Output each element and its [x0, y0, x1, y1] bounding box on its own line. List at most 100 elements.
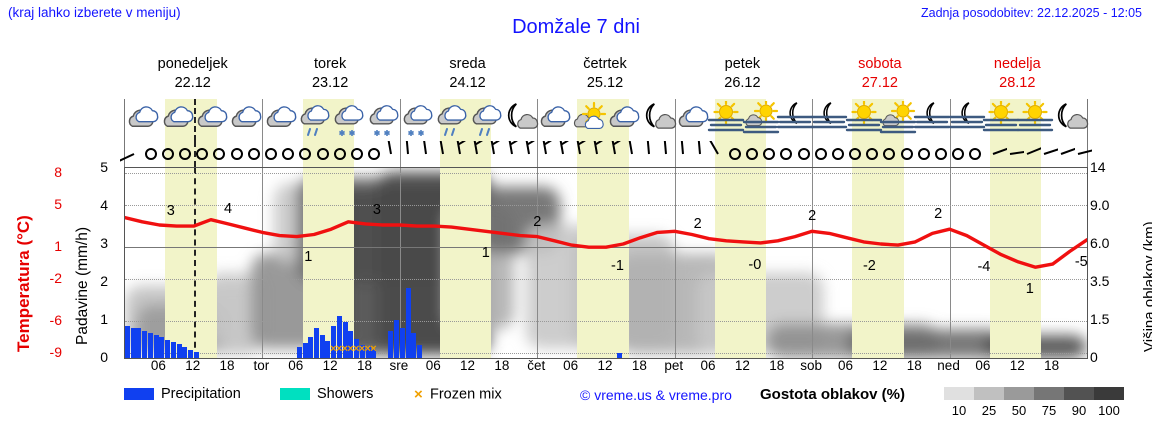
daylight-band	[439, 168, 492, 358]
temperature-axis-title: Temperatura (°C)	[14, 215, 33, 352]
axis-tick: 3.5	[1090, 273, 1110, 289]
axis-tick: -2	[49, 269, 62, 286]
day-separator	[399, 141, 401, 167]
density-swatch	[1064, 387, 1094, 400]
precipitation-bar	[125, 325, 130, 358]
frozen-mix-marker: ×	[347, 343, 354, 355]
density-tick: 25	[981, 403, 997, 418]
density-tick: 75	[1041, 403, 1057, 418]
precipitation-bar	[331, 325, 337, 358]
day-header-nedelja: nedelja 28.12	[949, 55, 1086, 93]
day-name: ponedeljek	[157, 56, 228, 72]
weather-icon-cloudy	[673, 101, 711, 139]
temperature-value-label: 1	[1025, 281, 1034, 298]
temperature-value-label: -4	[977, 259, 991, 276]
density-swatch	[1034, 387, 1064, 400]
time-tick: 18	[906, 358, 922, 373]
precipitation-bar	[159, 337, 165, 358]
time-tick: 12	[460, 358, 476, 373]
legend-frozen-mix: × Frozen mix	[414, 386, 502, 403]
day-header-petek: petek 26.12	[674, 55, 811, 93]
day-date: 23.12	[311, 75, 349, 91]
temperature-value-label: 2	[533, 213, 542, 230]
day-date: 27.12	[861, 75, 898, 91]
daylight-band	[165, 168, 217, 358]
day-date: 28.12	[999, 75, 1036, 91]
precipitation-bar	[394, 320, 400, 358]
precipitation-bar	[342, 321, 348, 358]
day-date: 24.12	[449, 75, 486, 91]
precipitation-bar	[399, 327, 405, 358]
weather-icon-fog-sun	[707, 99, 745, 139]
axis-tick: -6	[49, 312, 62, 329]
day-header-torek: torek 23.12	[261, 55, 398, 93]
weather-icon-rain-light	[467, 101, 505, 139]
day-separator	[537, 168, 539, 358]
wind-barb	[326, 141, 354, 167]
density-tick: 90	[1071, 403, 1087, 418]
location-menu-note[interactable]: (kraj lahko izberete v meniju)	[8, 5, 181, 20]
weather-icon-fog-moon	[913, 101, 951, 139]
axis-tick: 5	[54, 195, 62, 212]
precipitation-bar	[336, 316, 342, 358]
precipitation-bar	[187, 349, 193, 358]
daylight-band	[852, 168, 904, 358]
precipitation-bar	[165, 339, 171, 358]
daylight-band	[989, 168, 1042, 358]
axis-tick: 6.0	[1090, 235, 1110, 251]
weather-icon-sun-cloud	[570, 101, 608, 139]
wind-barb-row	[109, 129, 1104, 167]
day-header-sreda: sreda 24.12	[399, 55, 536, 93]
axis-tick: 1	[54, 238, 62, 255]
wind-barb	[961, 141, 989, 167]
weather-icon-rain-light	[295, 101, 333, 139]
time-tick: sre	[389, 358, 409, 373]
day-header-ponedeljek: ponedeljek 22.12	[124, 55, 261, 93]
copyright-link[interactable]: © vreme.us & vreme.pro	[580, 387, 732, 403]
frozen-mix-marker: ×	[370, 343, 377, 355]
weather-icon-snow-light	[364, 101, 402, 139]
wind-barb	[875, 141, 903, 167]
axis-tick: -9	[49, 343, 62, 360]
density-tick: 50	[1011, 403, 1027, 418]
time-tick: 06	[975, 358, 991, 373]
precipitation-bar	[170, 342, 176, 358]
wind-barb	[841, 141, 869, 167]
precipitation-bar	[313, 327, 319, 358]
gridline-horizontal	[125, 352, 1087, 354]
precipitation-bar	[325, 340, 331, 358]
temperature-value-label: -1	[610, 258, 624, 274]
time-tick: 12	[872, 358, 888, 373]
wind-barb	[205, 141, 233, 167]
frozen-mix-marker: ×	[353, 343, 360, 355]
cloud-density-ticks: 10 25 50 75 90 100	[944, 403, 1124, 418]
weather-icon-fog-sun-cloud	[742, 98, 780, 139]
day-name: nedelja	[993, 56, 1041, 72]
cloud-density-legend-title: Gostota oblakov (%)	[760, 386, 906, 403]
day-separator	[537, 99, 539, 141]
wind-barb	[171, 141, 199, 167]
day-date: 26.12	[724, 75, 761, 91]
weather-icon-fog-sun	[982, 99, 1020, 139]
wind-barb	[927, 141, 955, 167]
precipitation-bar	[417, 344, 423, 358]
precipitation-bar	[348, 331, 354, 358]
time-tick: 12	[185, 358, 201, 373]
density-swatch	[1004, 387, 1034, 400]
time-tick: 12	[734, 358, 750, 373]
precipitation-bar	[136, 328, 142, 358]
legend-frozen-mix-label: Frozen mix	[430, 386, 502, 403]
axis-tick: 1.5	[1090, 311, 1110, 327]
day-header-četrtek: četrtek 25.12	[536, 55, 673, 93]
wind-barb	[188, 141, 216, 167]
time-tick: sob	[800, 358, 823, 373]
daylight-band	[577, 168, 629, 358]
day-header-sobota: sobota 27.12	[811, 55, 948, 93]
time-tick: 18	[219, 358, 235, 373]
meteogram-plot: × × × × × × × × 3 4 1 3 1 2 -1 2 -0 2 -2 2 -4 1 -5	[124, 167, 1088, 359]
weather-icon-snow-light	[398, 101, 436, 139]
precipitation-bar	[302, 342, 308, 358]
weather-icon-night-cloudy	[501, 101, 539, 139]
weather-icon-cloudy	[192, 101, 230, 139]
time-tick: 06	[425, 358, 441, 373]
